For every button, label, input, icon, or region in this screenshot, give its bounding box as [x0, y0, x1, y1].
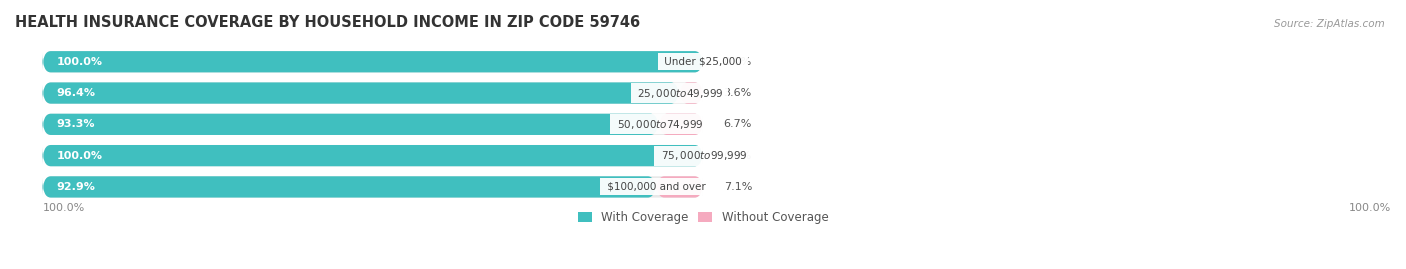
FancyBboxPatch shape: [679, 82, 703, 104]
Text: 100.0%: 100.0%: [42, 203, 84, 213]
Text: Under $25,000: Under $25,000: [661, 57, 745, 67]
FancyBboxPatch shape: [42, 176, 657, 197]
Text: 7.1%: 7.1%: [724, 182, 752, 192]
Text: 3.6%: 3.6%: [724, 88, 752, 98]
Text: $25,000 to $49,999: $25,000 to $49,999: [634, 87, 724, 100]
Text: 100.0%: 100.0%: [1348, 203, 1391, 213]
Text: Source: ZipAtlas.com: Source: ZipAtlas.com: [1274, 19, 1385, 29]
FancyBboxPatch shape: [42, 114, 703, 135]
Text: 6.7%: 6.7%: [724, 119, 752, 129]
Text: 0.0%: 0.0%: [724, 151, 752, 161]
FancyBboxPatch shape: [659, 114, 703, 135]
FancyBboxPatch shape: [42, 114, 659, 135]
Text: $50,000 to $74,999: $50,000 to $74,999: [613, 118, 704, 131]
FancyBboxPatch shape: [42, 51, 703, 72]
Text: 100.0%: 100.0%: [56, 57, 103, 67]
Text: HEALTH INSURANCE COVERAGE BY HOUSEHOLD INCOME IN ZIP CODE 59746: HEALTH INSURANCE COVERAGE BY HOUSEHOLD I…: [15, 15, 640, 30]
FancyBboxPatch shape: [42, 145, 703, 166]
FancyBboxPatch shape: [42, 176, 703, 197]
FancyBboxPatch shape: [42, 51, 703, 72]
FancyBboxPatch shape: [42, 82, 703, 104]
FancyBboxPatch shape: [42, 82, 679, 104]
Text: 92.9%: 92.9%: [56, 182, 96, 192]
Text: 96.4%: 96.4%: [56, 88, 96, 98]
FancyBboxPatch shape: [42, 145, 703, 166]
Text: 0.0%: 0.0%: [724, 57, 752, 67]
Text: $75,000 to $99,999: $75,000 to $99,999: [658, 149, 748, 162]
Text: 100.0%: 100.0%: [56, 151, 103, 161]
Legend: With Coverage, Without Coverage: With Coverage, Without Coverage: [572, 206, 834, 229]
Text: 93.3%: 93.3%: [56, 119, 94, 129]
Text: $100,000 and over: $100,000 and over: [603, 182, 709, 192]
FancyBboxPatch shape: [657, 176, 703, 197]
